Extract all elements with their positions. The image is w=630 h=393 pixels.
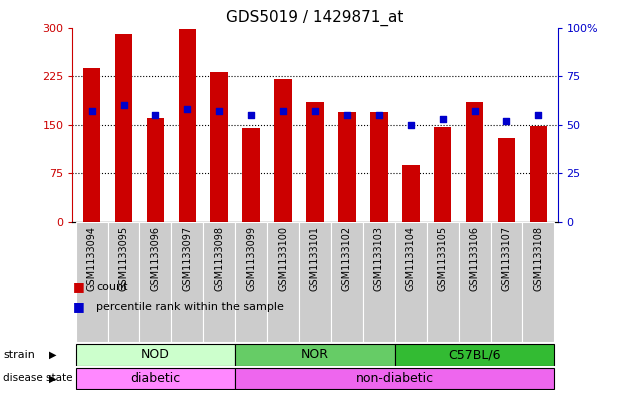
Text: GSM1133094: GSM1133094 (86, 226, 96, 291)
Text: GSM1133102: GSM1133102 (342, 226, 352, 291)
Bar (267, 222, 299, 342)
Bar (147, 118, 164, 222)
Bar (139, 222, 171, 342)
Text: count: count (96, 282, 128, 292)
Bar (171, 222, 203, 342)
Text: ▶: ▶ (49, 350, 56, 360)
Text: GSM1133098: GSM1133098 (214, 226, 224, 291)
Point (406, 121, 416, 128)
Point (246, 112, 256, 118)
Text: diabetic: diabetic (130, 372, 181, 385)
Point (182, 106, 192, 112)
Bar (235, 367, 554, 389)
Bar (203, 222, 235, 342)
Point (534, 112, 544, 118)
Bar (76, 367, 235, 389)
Bar (108, 222, 139, 342)
Bar (530, 126, 547, 222)
Bar (459, 222, 491, 342)
Point (278, 108, 288, 114)
Bar (178, 29, 196, 222)
Text: ■: ■ (72, 280, 84, 294)
Bar (210, 72, 228, 222)
Text: GSM1133095: GSM1133095 (118, 226, 129, 291)
Bar (306, 102, 324, 222)
Bar (363, 222, 395, 342)
Bar (274, 79, 292, 222)
Bar (498, 138, 515, 222)
Text: GSM1133096: GSM1133096 (151, 226, 161, 291)
Text: NOR: NOR (301, 348, 329, 362)
Bar (76, 344, 235, 366)
Bar (115, 34, 132, 222)
Text: ▶: ▶ (49, 373, 56, 384)
Point (310, 108, 320, 114)
Text: GSM1133100: GSM1133100 (278, 226, 288, 291)
Bar (299, 222, 331, 342)
Bar (395, 344, 554, 366)
Text: GSM1133108: GSM1133108 (534, 226, 544, 291)
Point (151, 112, 161, 118)
Text: GSM1133101: GSM1133101 (310, 226, 320, 291)
Bar (395, 222, 427, 342)
Text: NOD: NOD (141, 348, 170, 362)
Text: GSM1133099: GSM1133099 (246, 226, 256, 291)
Text: GSM1133103: GSM1133103 (374, 226, 384, 291)
Text: ■: ■ (72, 300, 84, 313)
Point (214, 108, 224, 114)
Bar (522, 222, 554, 342)
Text: C57BL/6: C57BL/6 (449, 348, 501, 362)
Bar (402, 165, 420, 222)
Point (374, 112, 384, 118)
Point (342, 112, 352, 118)
Text: GSM1133106: GSM1133106 (469, 226, 479, 291)
Point (438, 116, 448, 122)
Point (118, 102, 129, 108)
Bar (338, 112, 356, 222)
Point (86, 108, 96, 114)
Text: GSM1133105: GSM1133105 (438, 226, 448, 291)
Bar (434, 127, 452, 222)
Bar (331, 222, 363, 342)
Bar (427, 222, 459, 342)
Text: GSM1133097: GSM1133097 (182, 226, 192, 291)
Bar (235, 344, 395, 366)
Bar (370, 112, 387, 222)
Text: non-diabetic: non-diabetic (356, 372, 434, 385)
Text: strain: strain (3, 350, 35, 360)
Bar (76, 222, 108, 342)
Bar (491, 222, 522, 342)
Bar (83, 68, 100, 222)
Text: disease state: disease state (3, 373, 72, 384)
Text: percentile rank within the sample: percentile rank within the sample (96, 301, 284, 312)
Point (501, 118, 512, 124)
Text: GSM1133107: GSM1133107 (501, 226, 512, 291)
Text: GSM1133104: GSM1133104 (406, 226, 416, 291)
Bar (466, 102, 483, 222)
Text: GDS5019 / 1429871_at: GDS5019 / 1429871_at (226, 10, 404, 26)
Bar (243, 128, 260, 222)
Point (469, 108, 479, 114)
Bar (235, 222, 267, 342)
